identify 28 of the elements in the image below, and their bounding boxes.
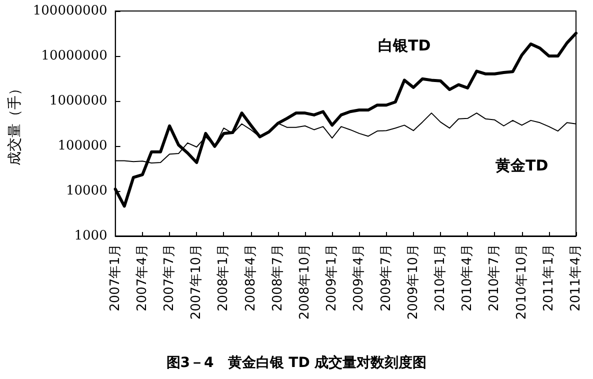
x-tick-label: 2009年1月 <box>324 244 340 312</box>
y-tick-label: 100000 <box>58 138 108 154</box>
x-tick-label: 2010年1月 <box>433 244 448 312</box>
y-tick-label: 10000 <box>66 184 108 198</box>
x-tick-label: 2010年7月 <box>487 244 502 312</box>
x-tick-label: 2010年10月 <box>514 244 530 320</box>
y-tick-label: 1000000 <box>49 94 108 108</box>
y-tick-label: 1000 <box>74 228 108 244</box>
x-tick-label: 2008年4月 <box>243 244 258 312</box>
x-tick-label: 2009年4月 <box>352 244 367 312</box>
x-tick-label: 2008年1月 <box>216 244 232 312</box>
x-tick-label: 2011年1月 <box>541 244 556 312</box>
x-tick-label: 2009年10月 <box>406 244 421 320</box>
x-tick-label: 2007年10月 <box>189 244 204 320</box>
series-label: 白银TD <box>378 36 431 55</box>
x-tick-label: 2008年10月 <box>298 244 313 320</box>
y-tick-label: 100000000 <box>32 4 108 18</box>
x-tick-label: 2008年7月 <box>270 244 286 312</box>
x-tick-label: 2011年4月 <box>568 244 584 312</box>
series-label: 黄金TD <box>494 156 548 175</box>
x-tick-label: 2007年7月 <box>162 244 178 312</box>
x-tick-label: 2007年4月 <box>134 244 150 312</box>
x-tick-label: 2010年4月 <box>460 244 476 312</box>
y-axis-title: 成交量（手） <box>7 82 23 166</box>
text: 图3－4 黄金白银 TD 成交量对数刻度图 <box>166 354 427 371</box>
x-tick-label: 2009年7月 <box>378 244 394 312</box>
x-tick-label: 2007年1月 <box>108 244 123 312</box>
y-tick-label: 10000000 <box>41 48 108 64</box>
